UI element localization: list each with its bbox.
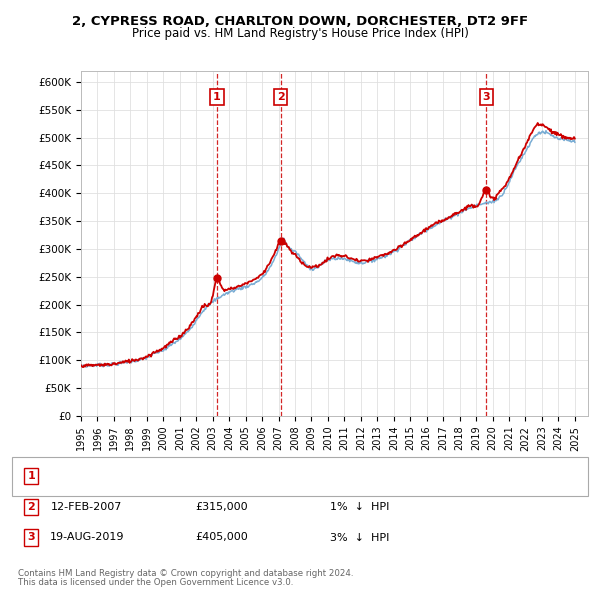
Text: 1%  ↓  HPI: 1% ↓ HPI — [331, 502, 389, 512]
Text: 2, CYPRESS ROAD, CHARLTON DOWN, DORCHESTER, DT2 9FF: 2, CYPRESS ROAD, CHARLTON DOWN, DORCHEST… — [72, 15, 528, 28]
Text: 12-FEB-2007: 12-FEB-2007 — [52, 502, 122, 512]
Text: HPI: Average price, detached house, Dorset: HPI: Average price, detached house, Dors… — [57, 482, 284, 491]
Text: ——: —— — [24, 461, 49, 474]
Text: 3: 3 — [28, 533, 35, 542]
Text: Contains HM Land Registry data © Crown copyright and database right 2024.: Contains HM Land Registry data © Crown c… — [18, 569, 353, 578]
Text: 1%  ↑  HPI: 1% ↑ HPI — [331, 471, 389, 481]
Text: £315,000: £315,000 — [196, 502, 248, 512]
Text: £248,000: £248,000 — [196, 471, 248, 481]
Text: 2: 2 — [277, 91, 284, 101]
Text: This data is licensed under the Open Government Licence v3.0.: This data is licensed under the Open Gov… — [18, 578, 293, 587]
Text: 1: 1 — [28, 471, 35, 481]
Text: 2, CYPRESS ROAD, CHARLTON DOWN, DORCHESTER, DT2 9FF (detached house): 2, CYPRESS ROAD, CHARLTON DOWN, DORCHEST… — [57, 463, 472, 473]
Text: 19-AUG-2019: 19-AUG-2019 — [50, 533, 124, 542]
Text: 3%  ↓  HPI: 3% ↓ HPI — [331, 533, 389, 542]
Text: 2: 2 — [28, 502, 35, 512]
Text: 3: 3 — [482, 91, 490, 101]
Text: ——: —— — [24, 480, 49, 493]
Text: £405,000: £405,000 — [196, 533, 248, 542]
Text: Price paid vs. HM Land Registry's House Price Index (HPI): Price paid vs. HM Land Registry's House … — [131, 27, 469, 40]
Text: 1: 1 — [213, 91, 221, 101]
Text: 04-APR-2003: 04-APR-2003 — [51, 471, 123, 481]
